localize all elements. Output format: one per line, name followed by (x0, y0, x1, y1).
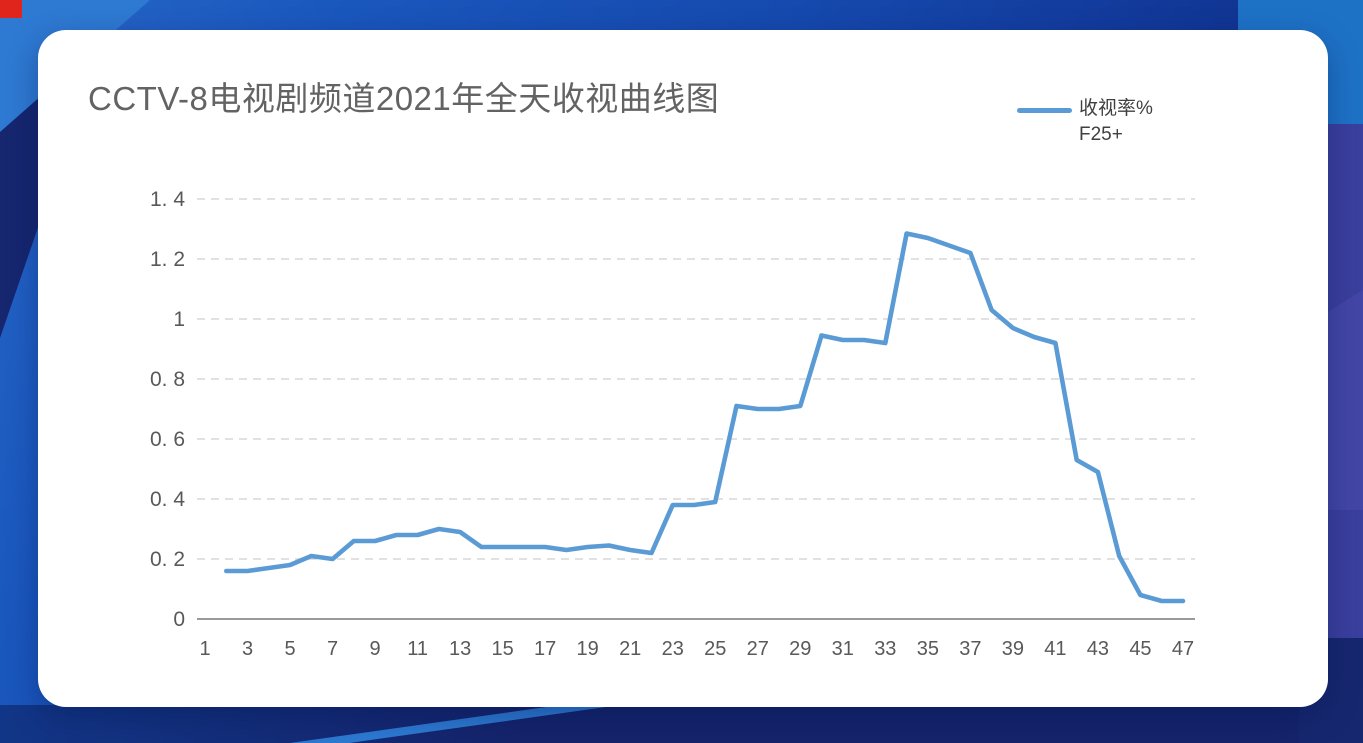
y-tick-label: 1. 2 (150, 248, 185, 271)
x-tick-label: 13 (449, 638, 471, 660)
x-tick-label: 7 (327, 638, 338, 660)
x-tick-label: 33 (874, 638, 896, 660)
x-tick-label: 43 (1087, 638, 1109, 660)
x-tick-label: 27 (747, 638, 769, 660)
x-tick-label: 23 (662, 638, 684, 660)
bg-bottom-strip (0, 705, 1363, 743)
x-tick-label: 3 (242, 638, 253, 660)
chart-card: 0 0. 2 0. 4 0. 6 0. 8 1 1. 2 1. 4 1 3 5 7 9 11 13 15 17 1… (38, 30, 1328, 707)
x-tick-label: 19 (577, 638, 599, 660)
ratings-line-series (224, 231, 1186, 604)
legend-line-swatch (1017, 108, 1072, 113)
legend-label-demographic: F25+ (1079, 124, 1123, 146)
x-tick-label: 25 (704, 638, 726, 660)
legend: 收视率% F25+ (1017, 96, 1153, 148)
x-tick-label: 5 (284, 638, 295, 660)
bg-red-corner-shape (0, 0, 22, 18)
x-tick-label: 41 (1044, 638, 1066, 660)
y-tick-label: 0. 2 (150, 548, 185, 571)
y-tick-label: 1 (173, 308, 185, 331)
x-tick-label: 1 (199, 638, 210, 660)
chart-title: CCTV-8电视剧频道2021年全天收视曲线图 (88, 80, 720, 117)
legend-labels: 收视率% F25+ (1079, 96, 1153, 148)
x-tick-label: 15 (492, 638, 514, 660)
y-tick-label: 1. 4 (150, 188, 185, 211)
y-tick-label: 0. 6 (150, 428, 185, 451)
x-tick-label: 11 (407, 638, 428, 660)
x-tick-label: 31 (832, 638, 854, 660)
x-tick-label: 17 (534, 638, 556, 660)
x-tick-label: 9 (370, 638, 381, 660)
x-tick-label: 37 (959, 638, 981, 660)
x-tick-label: 45 (1129, 638, 1151, 660)
x-tick-label: 47 (1172, 638, 1194, 660)
x-tick-label: 35 (917, 638, 939, 660)
x-tick-label: 21 (619, 638, 641, 660)
chart-svg: 00. 20. 40. 60. 811. 21. 41 3 5 7 9 11 13 15 17 1… (150, 188, 1195, 660)
x-tick-label: 29 (789, 638, 811, 660)
legend-label-series: 收视率% (1079, 98, 1153, 119)
y-tick-label: 0. 8 (150, 368, 185, 391)
y-tick-label: 0. 4 (150, 488, 185, 511)
x-tick-label: 39 (1002, 638, 1024, 660)
y-tick-label: 0 (173, 608, 185, 631)
